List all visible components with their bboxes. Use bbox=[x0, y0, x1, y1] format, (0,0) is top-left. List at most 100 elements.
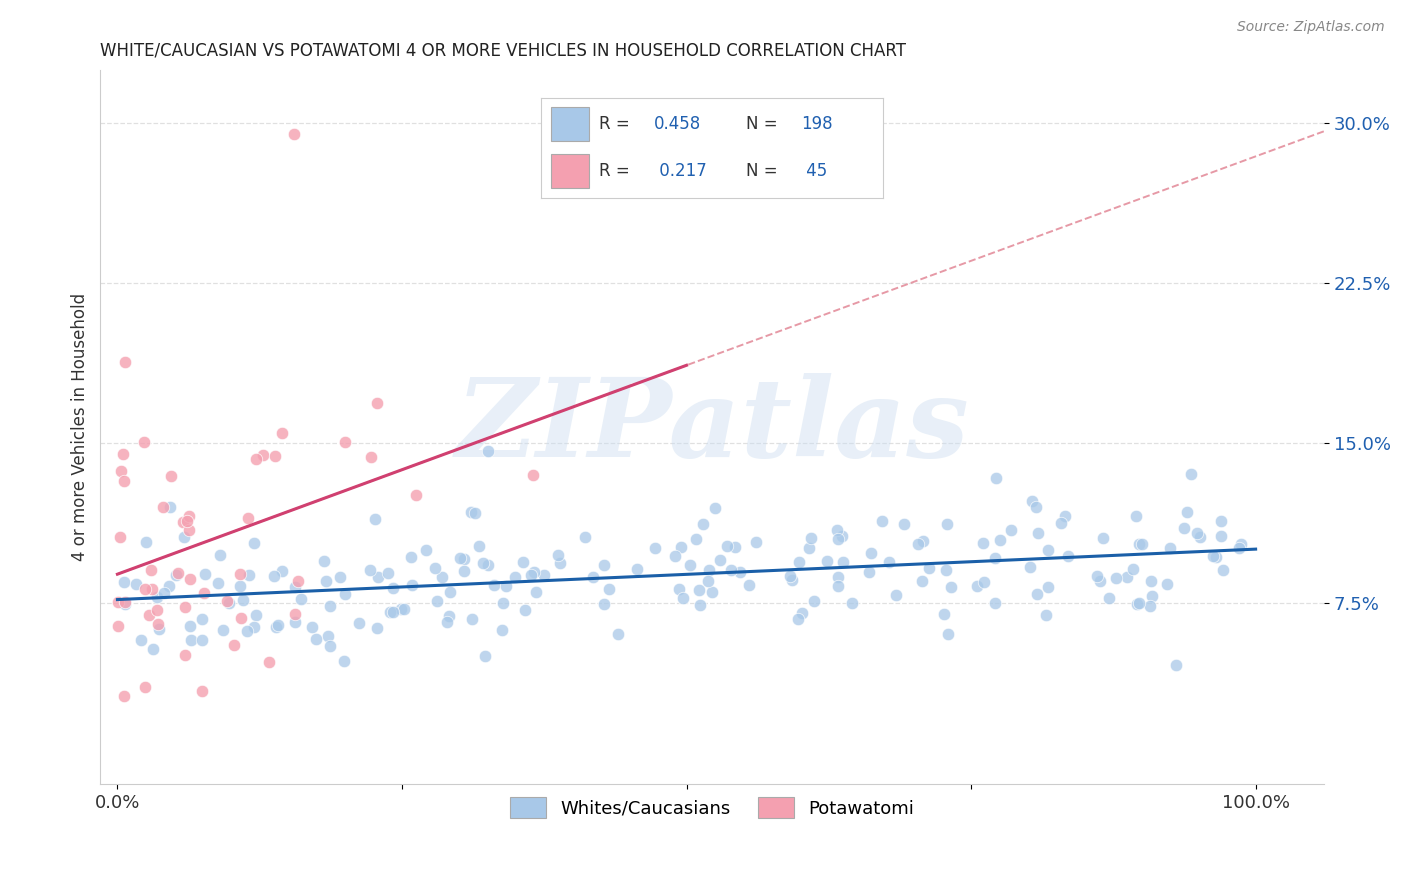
Point bbox=[626, 562, 648, 576]
Point bbox=[1125, 508, 1147, 523]
Point bbox=[212, 623, 235, 637]
Point bbox=[332, 654, 354, 668]
Point bbox=[907, 536, 929, 550]
Point bbox=[257, 656, 280, 670]
Point bbox=[180, 633, 202, 648]
Point bbox=[1175, 505, 1198, 519]
Point bbox=[668, 582, 690, 596]
Point bbox=[290, 591, 312, 606]
Point bbox=[167, 566, 190, 581]
Point bbox=[872, 514, 894, 528]
Point bbox=[877, 556, 900, 570]
Point bbox=[364, 512, 387, 526]
Point bbox=[512, 555, 534, 569]
Point bbox=[218, 596, 240, 610]
Point bbox=[672, 591, 695, 605]
Point bbox=[232, 592, 254, 607]
Point bbox=[1019, 559, 1042, 574]
Point bbox=[1212, 563, 1234, 577]
Point bbox=[547, 549, 569, 563]
Point bbox=[453, 552, 475, 566]
Point bbox=[194, 567, 217, 582]
Point bbox=[787, 612, 810, 626]
Point bbox=[215, 594, 238, 608]
Point bbox=[1164, 658, 1187, 673]
Point bbox=[800, 531, 823, 545]
Point bbox=[1026, 525, 1049, 540]
Point bbox=[592, 558, 614, 572]
Point bbox=[129, 632, 152, 647]
Point bbox=[1038, 543, 1060, 558]
Point bbox=[229, 579, 252, 593]
Point bbox=[191, 683, 214, 698]
Point bbox=[1229, 537, 1251, 551]
Point bbox=[1088, 574, 1111, 588]
Point bbox=[702, 585, 724, 599]
Point bbox=[780, 574, 803, 588]
Point bbox=[1188, 530, 1211, 544]
Point bbox=[173, 530, 195, 544]
Point bbox=[134, 681, 156, 695]
Text: Source: ZipAtlas.com: Source: ZipAtlas.com bbox=[1237, 20, 1385, 34]
Point bbox=[1159, 541, 1181, 556]
Point bbox=[125, 577, 148, 591]
Point bbox=[366, 396, 388, 410]
Point bbox=[1122, 561, 1144, 575]
Point bbox=[367, 570, 389, 584]
Point bbox=[449, 551, 471, 566]
Point bbox=[430, 570, 453, 584]
Text: ZIPatlas: ZIPatlas bbox=[456, 373, 969, 481]
Point bbox=[453, 565, 475, 579]
Point bbox=[263, 569, 285, 583]
Point bbox=[1180, 467, 1202, 482]
Point bbox=[932, 607, 955, 622]
Point bbox=[315, 574, 337, 588]
Point bbox=[1128, 595, 1150, 609]
Point bbox=[142, 642, 165, 657]
Point bbox=[172, 515, 194, 529]
Point bbox=[984, 596, 1007, 610]
Point bbox=[1227, 541, 1250, 556]
Point bbox=[190, 633, 212, 648]
Point bbox=[333, 587, 356, 601]
Point bbox=[399, 549, 422, 564]
Point bbox=[492, 596, 515, 610]
Point bbox=[745, 535, 768, 549]
Point bbox=[316, 629, 339, 643]
Point bbox=[179, 619, 201, 633]
Point bbox=[112, 574, 135, 589]
Point bbox=[522, 468, 544, 483]
Point bbox=[664, 549, 686, 563]
Point bbox=[738, 577, 761, 591]
Point bbox=[405, 488, 427, 502]
Point bbox=[1021, 493, 1043, 508]
Point bbox=[644, 541, 666, 555]
Point bbox=[464, 506, 486, 520]
Point bbox=[110, 464, 132, 478]
Point bbox=[1173, 521, 1195, 535]
Point bbox=[287, 574, 309, 589]
Point bbox=[720, 562, 742, 576]
Point bbox=[858, 565, 880, 579]
Point bbox=[381, 605, 404, 619]
Point bbox=[709, 553, 731, 567]
Point bbox=[689, 598, 711, 612]
Point bbox=[832, 555, 855, 569]
Point bbox=[523, 566, 546, 580]
Point bbox=[415, 543, 437, 558]
Y-axis label: 4 or more Vehicles in Household: 4 or more Vehicles in Household bbox=[72, 293, 89, 561]
Point bbox=[114, 595, 136, 609]
Point bbox=[688, 582, 710, 597]
Point bbox=[827, 570, 849, 584]
Point bbox=[841, 596, 863, 610]
Point bbox=[1085, 569, 1108, 583]
Point bbox=[699, 563, 721, 577]
Point bbox=[918, 561, 941, 575]
Point bbox=[179, 508, 201, 523]
Point bbox=[271, 565, 294, 579]
Point bbox=[112, 474, 135, 488]
Point bbox=[893, 517, 915, 532]
Point bbox=[107, 595, 129, 609]
Point bbox=[1142, 589, 1164, 603]
Point bbox=[972, 536, 994, 550]
